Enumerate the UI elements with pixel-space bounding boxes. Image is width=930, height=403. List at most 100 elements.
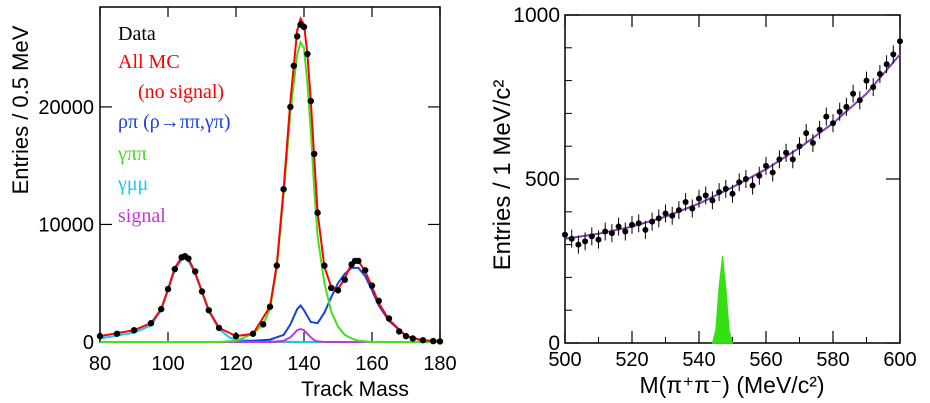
legend-entry: γμμ	[117, 173, 148, 195]
left-series-data-point	[232, 332, 240, 340]
right-x-axis-label: M(π⁺π⁻) (MeV/c²)	[639, 372, 824, 398]
right-data-point	[809, 139, 816, 146]
right-data-point	[836, 108, 843, 115]
left-series-data-point	[355, 257, 362, 265]
left-series-data-point	[113, 330, 121, 337]
left-series-data-point	[205, 307, 212, 314]
right-data-point	[897, 38, 903, 45]
right-data-point	[635, 220, 642, 227]
right-x-tick-label: 560	[749, 349, 782, 371]
left-series-data-point	[294, 33, 301, 40]
right-y-axis-label: Entries / 1 MeV/c²	[489, 80, 516, 271]
left-x-tick-label: 80	[89, 353, 111, 375]
left-series-data-point	[396, 328, 403, 335]
right-data-point	[629, 221, 635, 228]
right-data-point	[608, 230, 615, 237]
right-data-point	[763, 162, 769, 169]
right-data-point	[803, 130, 810, 137]
right-data-point	[742, 176, 749, 182]
right-data-point	[870, 84, 877, 91]
right-data-point	[669, 212, 676, 219]
right-data-point	[863, 77, 870, 84]
left-series-data-point	[164, 285, 172, 293]
right-data-point	[830, 120, 836, 127]
right-y-tick-label: 1000	[513, 4, 560, 27]
left-series-data-point	[311, 150, 318, 158]
right-data-point	[649, 218, 656, 225]
right-data-point	[696, 195, 702, 202]
left-series-data-point	[130, 327, 138, 334]
right-data-point	[568, 235, 575, 242]
left-legend: Data All MC (no signal) ρπ (ρ→ππ,γπ) γππ γμμ s…	[117, 23, 231, 227]
left-x-tick-label: 140	[287, 353, 320, 375]
left-series-layer	[96, 16, 444, 345]
left-series-data-point	[147, 319, 155, 327]
right-data-point	[562, 231, 568, 238]
right-data-point	[796, 143, 803, 150]
right-x-tick-label: 540	[682, 349, 715, 371]
left-series-data-point	[368, 282, 376, 289]
right-data-point	[709, 197, 716, 204]
left-series-data-point	[96, 332, 104, 340]
right-data-point	[736, 179, 743, 186]
right-series-layer	[562, 32, 903, 344]
right-data-point	[769, 169, 776, 176]
right-data-point	[716, 189, 723, 196]
left-series-data-point	[307, 97, 314, 105]
left-series--line	[100, 39, 440, 343]
right-data-point	[823, 113, 830, 120]
left-series-data-point	[419, 337, 427, 344]
right-data-point	[595, 236, 602, 243]
right-data-point	[729, 190, 736, 197]
left-x-tick-label: 160	[355, 353, 388, 375]
left-series-data-point	[280, 185, 287, 193]
right-data-point	[756, 172, 763, 179]
right-x-tick-label: 520	[615, 349, 648, 371]
right-y-tick-label: 500	[525, 168, 560, 191]
left-axis-ticks: 80 100 120 140 160 180 0 10000 20000	[38, 7, 457, 375]
left-series-data-point	[287, 103, 294, 111]
left-series-data-point	[249, 330, 257, 337]
right-data-point	[722, 185, 729, 192]
left-series-data-point	[334, 287, 342, 294]
left-y-tick-label: 0	[83, 332, 94, 354]
legend-entry: signal	[118, 205, 166, 227]
right-data-point	[622, 228, 629, 235]
left-series-data-point	[436, 338, 444, 345]
right-data-point	[850, 90, 857, 97]
right-data-point	[615, 223, 622, 230]
right-data-point	[689, 205, 696, 212]
left-series-data-point	[362, 267, 369, 274]
left-series-data-point	[430, 337, 437, 345]
left-series-signal-line	[100, 328, 440, 343]
right-x-tick-label: 600	[883, 349, 916, 371]
right-x-tick-label: 580	[816, 349, 849, 371]
left-series-data-point	[273, 262, 280, 269]
legend-entry: Data	[118, 23, 156, 45]
legend-entry: ρπ (ρ→ππ,γπ)	[118, 111, 231, 133]
right-series-fit-line	[564, 53, 901, 240]
left-series-data-point	[314, 209, 321, 216]
left-series-data-point	[402, 332, 410, 340]
right-data-point	[883, 61, 890, 68]
right-data-point	[776, 156, 783, 163]
right-plot-frame	[564, 14, 901, 344]
legend-entry: γππ	[117, 143, 147, 165]
left-series-data-point	[375, 297, 382, 305]
left-series-data-point	[198, 288, 206, 295]
left-x-tick-label: 120	[219, 353, 252, 375]
right-data-point	[702, 192, 709, 199]
right-data-point	[749, 182, 756, 189]
left-y-axis-label: Entries / 0.5 MeV	[8, 25, 33, 194]
legend-entry: All MC	[118, 51, 180, 73]
left-series-data-point	[158, 305, 165, 313]
left-chart-panel: 80 100 120 140 160 180 0 10000 20000 Data All MC (…	[8, 6, 457, 401]
right-data-point	[890, 51, 897, 58]
right-data-point	[662, 210, 669, 217]
right-data-point	[789, 156, 796, 163]
right-data-point	[816, 126, 823, 133]
left-series-data-point	[192, 268, 199, 275]
